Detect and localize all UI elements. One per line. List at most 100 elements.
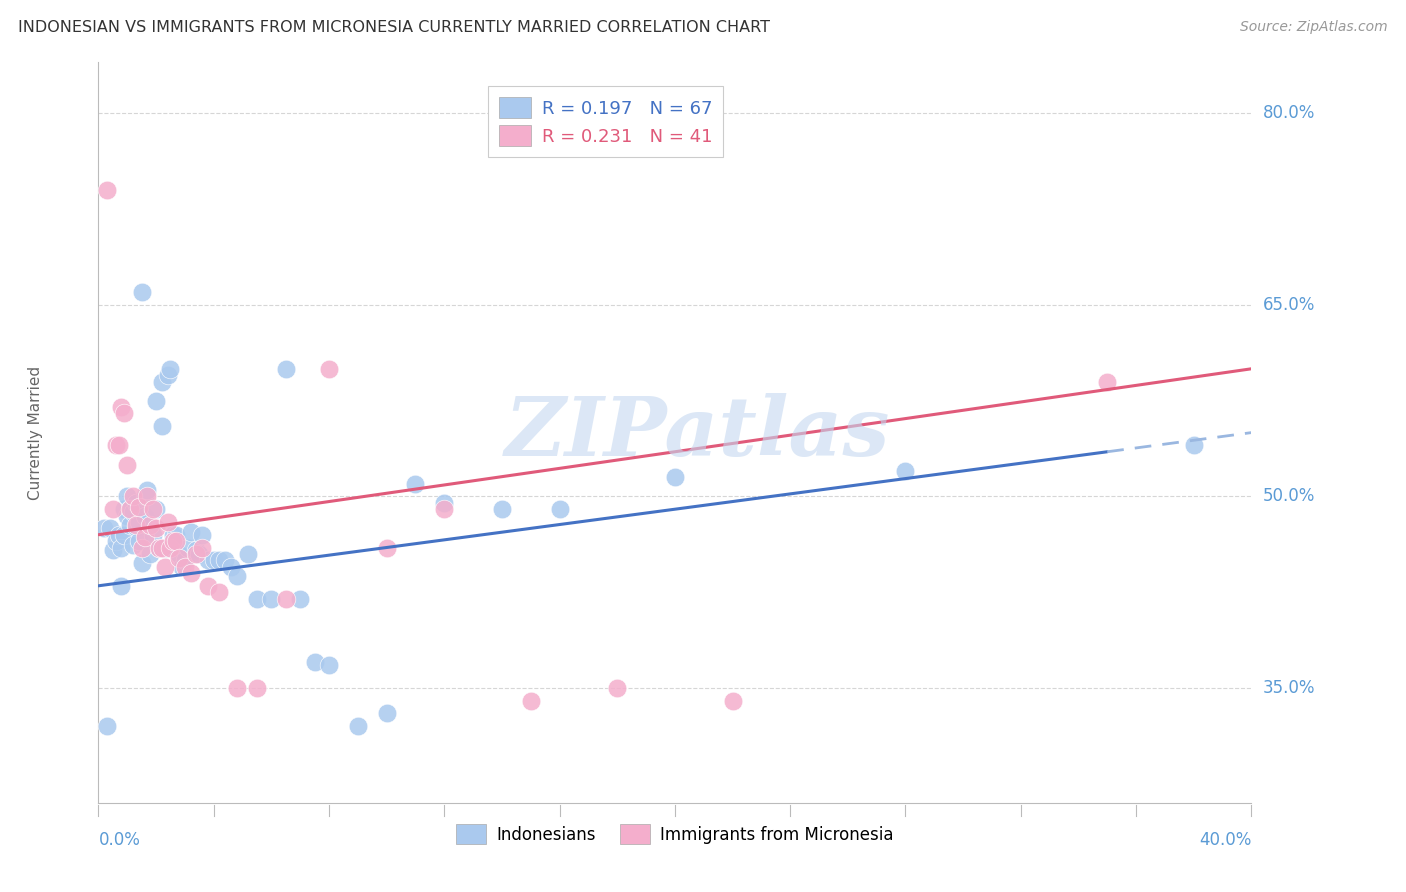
Point [148,541,170,555]
Point [191,527,214,541]
Text: INDONESIAN VS IMMIGRANTS FROM MICRONESIA CURRENTLY MARRIED CORRELATION CHART: INDONESIAN VS IMMIGRANTS FROM MICRONESIA… [18,20,770,35]
Point [208,585,231,599]
Point [128,534,150,549]
Point [246,591,269,606]
Text: 50.0%: 50.0% [1263,487,1315,506]
Point [721,694,744,708]
Point [153,559,176,574]
Point [139,517,162,532]
Point [117,508,139,523]
Point [120,502,142,516]
Point [128,515,150,529]
Text: 35.0%: 35.0% [1263,679,1316,697]
Text: Currently Married: Currently Married [28,366,42,500]
Point [162,534,184,549]
Point [93,521,115,535]
Point [107,438,129,452]
Text: 0.0%: 0.0% [98,830,141,849]
Point [122,505,145,519]
Point [186,543,208,558]
Point [136,483,159,497]
Point [150,419,173,434]
Point [177,541,200,555]
Point [197,553,219,567]
Point [208,553,231,567]
Text: ZIPatlas: ZIPatlas [505,392,890,473]
Point [120,517,142,532]
Point [125,520,148,534]
Point [125,496,148,510]
Point [197,579,219,593]
Point [104,534,127,549]
Point [96,183,118,197]
Point [117,458,139,472]
Point [142,527,165,541]
Point [134,490,156,504]
Point [156,368,179,383]
Point [405,476,427,491]
Point [246,681,269,695]
Text: Source: ZipAtlas.com: Source: ZipAtlas.com [1240,20,1388,34]
Point [159,541,181,555]
Point [202,553,225,567]
Point [101,502,124,516]
Point [375,541,398,555]
Point [290,591,312,606]
Point [548,502,571,516]
Point [110,400,132,414]
Point [98,521,121,535]
Text: 65.0%: 65.0% [1263,296,1315,314]
Point [150,375,173,389]
Point [174,559,197,574]
Point [96,719,118,733]
Point [148,541,170,555]
Point [145,521,167,535]
Point [110,579,132,593]
Point [170,559,193,574]
Point [186,547,208,561]
Point [139,547,162,561]
Point [318,657,340,672]
Point [225,681,247,695]
Point [131,541,153,555]
Text: 40.0%: 40.0% [1199,830,1251,849]
Point [214,553,236,567]
Point [188,547,211,561]
Point [219,559,242,574]
Point [134,508,156,523]
Point [318,361,340,376]
Point [101,543,124,558]
Point [150,541,173,555]
Legend: Indonesians, Immigrants from Micronesia: Indonesians, Immigrants from Micronesia [446,814,904,854]
Point [491,502,513,516]
Point [131,285,153,300]
Point [142,502,165,516]
Point [136,490,159,504]
Point [112,502,135,516]
Point [110,541,132,555]
Point [1097,375,1119,389]
Point [894,464,917,478]
Point [304,656,326,670]
Point [122,490,145,504]
Point [375,706,398,721]
Point [274,591,297,606]
Point [165,534,187,549]
Point [128,500,150,514]
Point [346,719,368,733]
Point [174,553,197,567]
Point [433,502,456,516]
Point [122,538,145,552]
Text: 80.0%: 80.0% [1263,104,1315,122]
Point [117,490,139,504]
Point [134,530,156,544]
Point [125,517,148,532]
Point [145,502,167,516]
Point [104,438,127,452]
Point [159,361,181,376]
Point [1182,438,1205,452]
Point [260,591,283,606]
Point [165,527,187,541]
Point [162,527,184,541]
Point [180,525,202,540]
